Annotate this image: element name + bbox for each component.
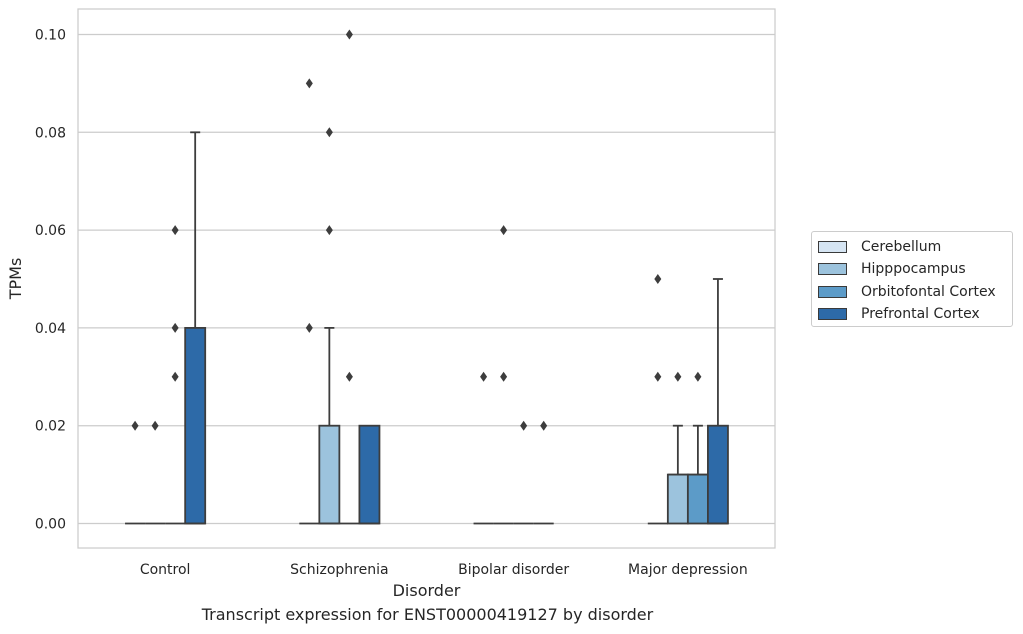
x-tick-label: Control — [140, 562, 191, 578]
legend-item-orbitofrontal-cortex: Orbitofontal Cortex — [818, 281, 1012, 303]
legend-item-prefrontal-cortex: Prefrontal Cortex — [818, 303, 1012, 325]
legend-swatch — [818, 308, 847, 321]
box-plots — [125, 29, 729, 525]
y-tick-label: 0.08 — [35, 125, 66, 141]
box — [358, 424, 381, 525]
outlier-point — [171, 225, 179, 236]
outlier-point — [131, 420, 139, 431]
box-hipppocampus-major-depression — [666, 371, 689, 525]
outlier-point — [171, 371, 179, 382]
legend-item-hippocampus: Hipppocampus — [818, 258, 1012, 280]
outlier-point — [325, 225, 333, 236]
x-tick-labels: Control Schizophrenia Bipolar disorder Majo… — [140, 562, 748, 578]
box-prefrontal-cortex-major-depression — [707, 278, 729, 525]
legend-swatch — [818, 285, 847, 298]
legend: Cerebellum Hipppocampus Orbitofontal Cor… — [811, 231, 1013, 327]
box-hipppocampus-control — [145, 420, 166, 525]
x-tick-label: Bipolar disorder — [458, 562, 569, 578]
y-axis-label: TPMs — [6, 258, 25, 301]
box-prefrontal-cortex-schizophrenia — [358, 424, 381, 525]
box-hipppocampus-schizophrenia — [318, 127, 341, 525]
outlier-point — [305, 322, 313, 333]
y-tick-label: 0.10 — [35, 28, 66, 44]
box-cerebellum-bipolar-disorder — [473, 371, 494, 525]
outlier-point — [345, 29, 353, 40]
box — [686, 473, 709, 525]
box-orbitofontal-cortex-schizophrenia — [339, 29, 360, 525]
legend-label: Orbitofontal Cortex — [861, 283, 996, 300]
y-tick-label: 0.06 — [35, 223, 66, 239]
box-prefrontal-cortex-bipolar-disorder — [533, 420, 554, 525]
box-orbitofontal-cortex-major-depression — [686, 371, 709, 525]
legend-label: Hipppocampus — [861, 261, 966, 278]
box — [666, 473, 689, 525]
x-tick-label: Schizophrenia — [290, 562, 388, 578]
outlier-point — [171, 322, 179, 333]
outlier-point — [305, 78, 313, 89]
legend-item-cerebellum: Cerebellum — [818, 236, 1012, 258]
box-orbitofontal-cortex-bipolar-disorder — [513, 420, 534, 525]
outlier-point — [694, 371, 702, 382]
outlier-point — [500, 371, 508, 382]
outlier-point — [520, 420, 528, 431]
box-cerebellum-control — [125, 420, 146, 525]
box — [184, 326, 207, 525]
x-axis-label: Disorder — [393, 581, 461, 600]
box-cerebellum-schizophrenia — [299, 78, 320, 525]
outlier-point — [480, 371, 488, 382]
legend-swatch — [818, 263, 847, 276]
outlier-point — [540, 420, 548, 431]
chart-caption: Transcript expression for ENST0000041912… — [201, 605, 654, 624]
outlier-point — [325, 127, 333, 138]
gridlines — [78, 33, 775, 525]
plot-area-frame — [77, 8, 776, 549]
legend-label: Cerebellum — [861, 239, 942, 256]
outlier-point — [674, 371, 682, 382]
outlier-point — [151, 420, 159, 431]
legend-label: Prefrontal Cortex — [861, 306, 980, 323]
box-orbitofontal-cortex-control — [165, 225, 186, 525]
box-cerebellum-major-depression — [647, 274, 668, 525]
outlier-point — [500, 225, 508, 236]
outlier-point — [345, 371, 353, 382]
y-tick-labels: 0.00 0.02 0.04 0.06 0.08 0.10 — [35, 28, 66, 533]
box-prefrontal-cortex-control — [184, 131, 207, 525]
box — [318, 424, 341, 525]
y-tick-label: 0.04 — [35, 321, 66, 337]
box-hipppocampus-bipolar-disorder — [493, 225, 514, 525]
y-tick-label: 0.00 — [35, 517, 66, 533]
y-tick-label: 0.02 — [35, 419, 66, 435]
outlier-point — [654, 371, 662, 382]
legend-swatch — [818, 241, 847, 254]
outlier-point — [654, 274, 662, 284]
x-tick-label: Major depression — [628, 562, 748, 578]
box — [707, 424, 729, 525]
